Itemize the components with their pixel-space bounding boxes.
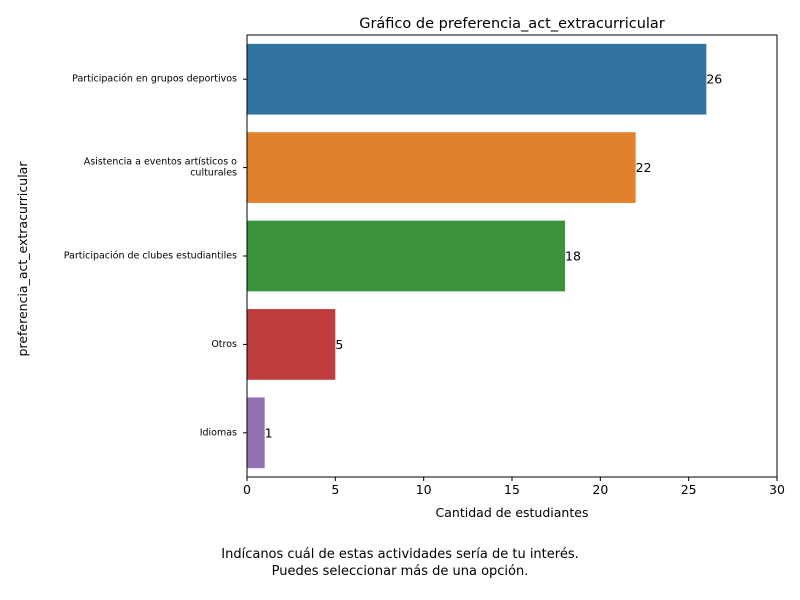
x-tick-label: 15 <box>504 482 520 497</box>
bar-value-label: 1 <box>265 425 273 440</box>
chart-caption: Indícanos cuál de estas actividades serí… <box>0 546 800 580</box>
y-tick-label: culturales <box>190 168 237 179</box>
bar-value-label: 18 <box>565 249 581 264</box>
x-tick-label: 25 <box>681 482 697 497</box>
x-tick-label: 5 <box>331 482 339 497</box>
y-tick-labels: Participación en grupos deportivos Asiste… <box>64 74 247 438</box>
x-tick-label: 30 <box>769 482 785 497</box>
bars-group: 26 22 18 5 1 <box>247 43 722 469</box>
y-tick-label: Otros <box>211 339 237 350</box>
bar <box>247 309 336 380</box>
plot-frame <box>246 34 778 478</box>
x-tick-label: 10 <box>416 482 432 497</box>
x-ticks: 0 5 10 15 20 25 30 <box>243 477 785 497</box>
y-tick-label: Participación de clubes estudiantiles <box>64 251 237 262</box>
bar <box>247 43 707 115</box>
chart-title: Gráfico de preferencia_act_extracurricul… <box>359 16 665 32</box>
y-tick-label: Idiomas <box>200 427 237 438</box>
bar-value-label: 5 <box>335 337 343 352</box>
caption-line-2: Puedes seleccionar más de una opción. <box>271 564 529 579</box>
y-axis-label: preferencia_act_extracurricular <box>15 161 30 357</box>
y-tick-label: Asistencia a eventos artísticos o <box>84 157 237 168</box>
bar-value-label: 26 <box>706 72 722 87</box>
bar-value-label: 22 <box>636 160 652 175</box>
x-axis-label: Cantidad de estudiantes <box>436 505 589 520</box>
bar <box>247 132 636 203</box>
x-tick-label: 20 <box>592 482 608 497</box>
y-tick-label: Participación en grupos deportivos <box>72 74 237 85</box>
bar <box>247 397 265 469</box>
bar <box>247 220 565 292</box>
x-tick-label: 0 <box>243 482 251 497</box>
caption-line-1: Indícanos cuál de estas actividades serí… <box>221 547 579 562</box>
